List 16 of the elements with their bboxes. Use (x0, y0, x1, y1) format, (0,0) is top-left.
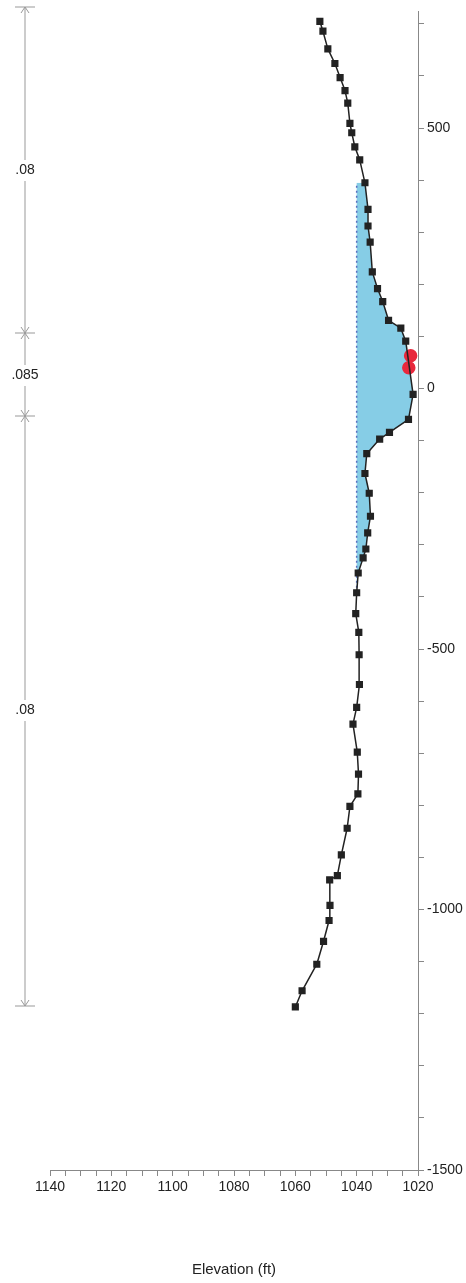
x-axis-title: Elevation (ft) (191, 1260, 277, 1278)
y-tick-label: 500 (427, 118, 451, 135)
y-tick-label: 0 (427, 379, 435, 396)
text: .085 (11, 365, 39, 382)
x-tick-label: 1120 (96, 1178, 127, 1195)
x-tick-label: 1020 (402, 1178, 434, 1195)
x-tick-label: 1140 (34, 1178, 66, 1195)
y-tick-label: -1000 (427, 900, 464, 917)
y-tick-label: -500 (427, 639, 456, 656)
y-tick-label: -1500 (427, 1160, 464, 1177)
text: .08 (15, 700, 35, 717)
x-tick-label: 1100 (157, 1178, 188, 1195)
x-tick-label: 1060 (279, 1178, 312, 1195)
x-tick-label: 1040 (341, 1178, 373, 1195)
text: .08 (15, 160, 35, 177)
x-tick-label: 1080 (218, 1178, 250, 1195)
